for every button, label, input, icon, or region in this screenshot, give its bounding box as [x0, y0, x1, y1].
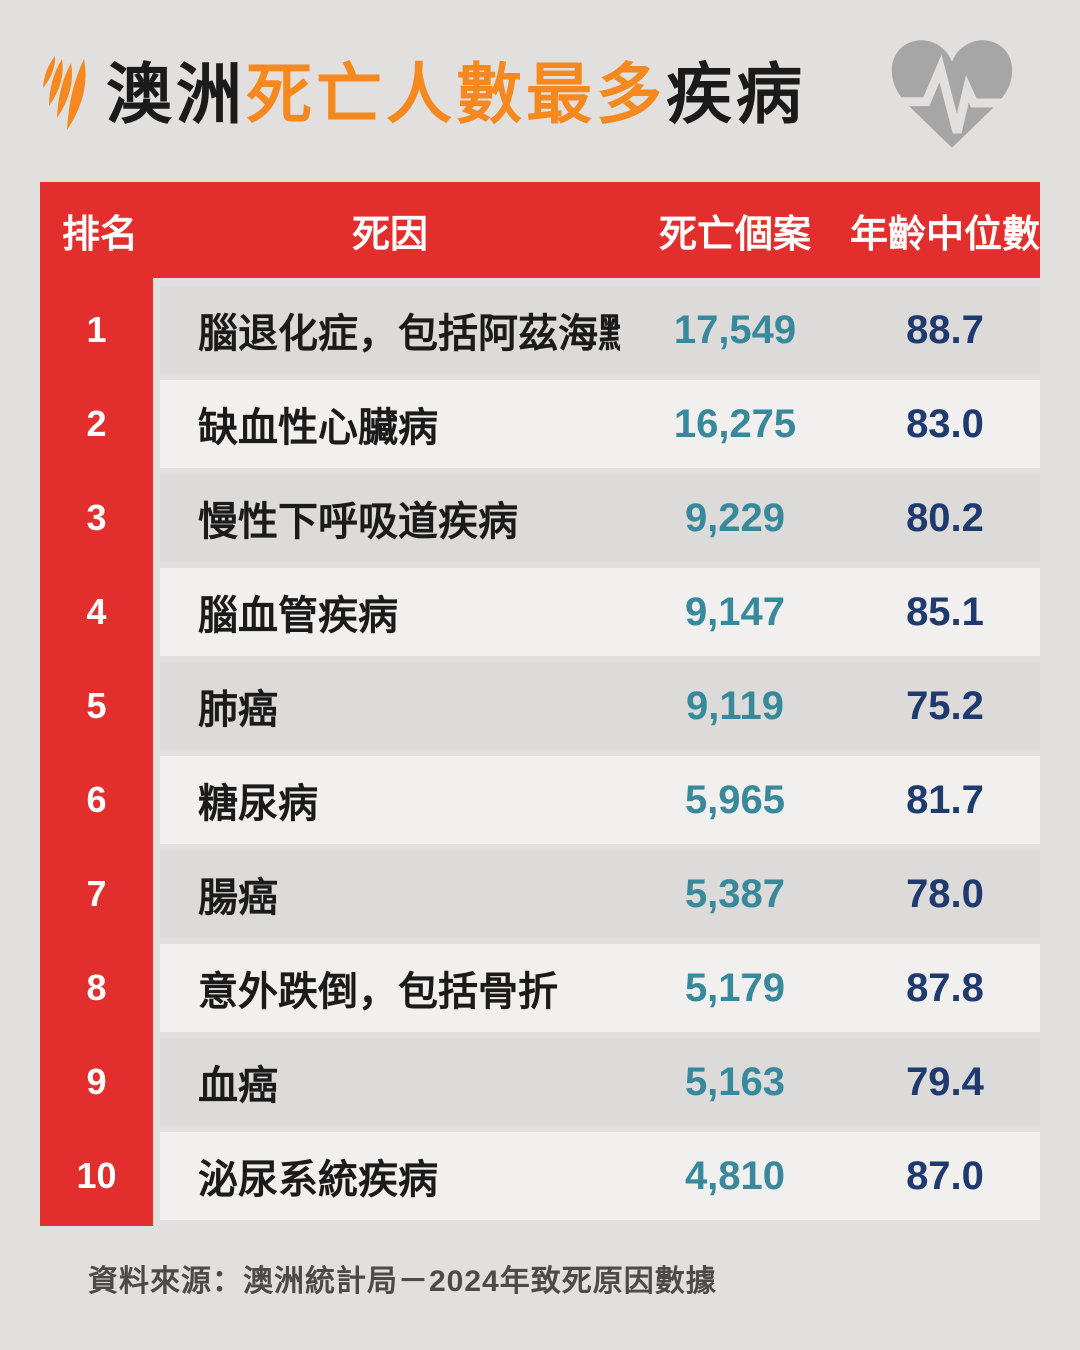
table-row: 9 血癌 5,163 79.4	[40, 1038, 1040, 1126]
page-title: 澳洲死亡人數最多疾病	[106, 58, 806, 131]
deaths-cell: 5,179	[684, 965, 786, 1010]
deaths-cell: 9,119	[686, 683, 784, 728]
median-age-cell: 87.0	[906, 1153, 984, 1198]
title-segment-orange: 死亡人數最多	[246, 57, 666, 131]
table-row: 3 慢性下呼吸道疾病 9,229 80.2	[40, 474, 1040, 562]
rank-column-background	[40, 278, 153, 1226]
table-row: 2 缺血性心臟病 16,275 83.0	[40, 380, 1040, 468]
source-note: 資料來源：澳洲統計局－2024年致死原因數據	[88, 1265, 717, 1298]
cause-cell: 腦血管疾病	[198, 594, 398, 638]
rank-cell: 7	[86, 873, 107, 914]
row-band: 意外跌倒，包括骨折 5,179 87.8	[160, 944, 1040, 1032]
median-age-cell: 80.2	[906, 495, 984, 540]
table-row: 1 腦退化症，包括阿茲海默症 17,549 88.7	[40, 286, 1040, 374]
deaths-cell: 9,147	[684, 589, 786, 634]
heartbeat-heart-icon	[888, 40, 1016, 148]
row-band: 泌尿系統疾病 4,810 87.0	[160, 1132, 1040, 1220]
rank-cell: 9	[86, 1061, 107, 1102]
rank-cell: 5	[86, 685, 107, 726]
deaths-cell: 5,163	[684, 1059, 786, 1104]
rank-cell: 2	[86, 403, 107, 444]
row-band: 腦血管疾病 9,147 85.1	[160, 568, 1040, 656]
cause-cell: 意外跌倒，包括骨折	[198, 970, 558, 1014]
deaths-cell: 17,549	[673, 307, 797, 352]
median-age-cell: 88.7	[906, 307, 984, 352]
cause-cell: 腸癌	[198, 876, 278, 920]
median-age-cell: 83.0	[906, 401, 984, 446]
row-band: 血癌 5,163 79.4	[160, 1038, 1040, 1126]
median-age-cell: 75.2	[906, 683, 984, 728]
row-band: 腸癌 5,387 78.0	[160, 850, 1040, 938]
median-age-cell: 79.4	[906, 1059, 984, 1104]
rank-cell: 4	[86, 591, 107, 632]
table-rows: 1 腦退化症，包括阿茲海默症 17,549 88.7 2 缺血性心臟病 16,2…	[76, 286, 1040, 1220]
median-age-cell: 87.8	[906, 965, 984, 1010]
deaths-cell: 16,275	[673, 401, 797, 446]
table-body: 1 腦退化症，包括阿茲海默症 17,549 88.7 2 缺血性心臟病 16,2…	[40, 278, 1040, 1226]
table-row: 5 肺癌 9,119 75.2	[40, 662, 1040, 750]
cause-cell: 慢性下呼吸道疾病	[198, 500, 518, 544]
rank-cell: 1	[86, 309, 107, 350]
title-segment-black: 澳洲	[106, 57, 246, 131]
title-segment-black: 疾病	[666, 57, 806, 131]
row-band: 腦退化症，包括阿茲海默症 17,549 88.7	[160, 286, 1040, 374]
column-header-deaths: 死亡個案	[658, 213, 811, 256]
median-age-cell: 85.1	[906, 589, 984, 634]
table-row: 6 糖尿病 5,965 81.7	[40, 756, 1040, 844]
deaths-cell: 4,810	[684, 1153, 786, 1198]
table-row: 7 腸癌 5,387 78.0	[40, 850, 1040, 938]
rank-cell: 6	[86, 779, 107, 820]
rank-cell: 8	[86, 967, 107, 1008]
cause-cell: 泌尿系統疾病	[198, 1158, 438, 1202]
column-header-rank: 排名	[61, 213, 138, 256]
table-row: 8 意外跌倒，包括骨折 5,179 87.8	[40, 944, 1040, 1032]
deaths-cell: 5,387	[684, 871, 786, 916]
column-header-median-age: 年齡中位數	[850, 213, 1041, 256]
column-header-cause: 死因	[351, 213, 428, 256]
deaths-cell: 5,965	[684, 777, 786, 822]
cause-cell: 腦退化症，包括阿茲海默症	[198, 312, 620, 356]
cause-cell: 血癌	[198, 1064, 278, 1108]
row-band: 慢性下呼吸道疾病 9,229 80.2	[160, 474, 1040, 562]
cause-cell: 缺血性心臟病	[198, 406, 438, 450]
rank-cell: 3	[86, 497, 107, 538]
table-row: 4 腦血管疾病 9,147 85.1	[40, 568, 1040, 656]
cause-cell: 糖尿病	[198, 782, 318, 826]
table-header-row: 排名 死因 死亡個案 年齡中位數	[40, 182, 1040, 278]
deaths-cell: 9,229	[684, 495, 786, 540]
median-age-cell: 78.0	[906, 871, 984, 916]
rank-cell: 10	[76, 1155, 117, 1196]
row-band: 肺癌 9,119 75.2	[160, 662, 1040, 750]
row-band: 缺血性心臟病 16,275 83.0	[160, 380, 1040, 468]
cause-cell: 肺癌	[198, 688, 278, 732]
row-band: 糖尿病 5,965 81.7	[160, 756, 1040, 844]
sbs-logo-icon	[43, 56, 86, 130]
table-row: 10 泌尿系統疾病 4,810 87.0	[40, 1132, 1040, 1220]
median-age-cell: 81.7	[906, 777, 984, 822]
